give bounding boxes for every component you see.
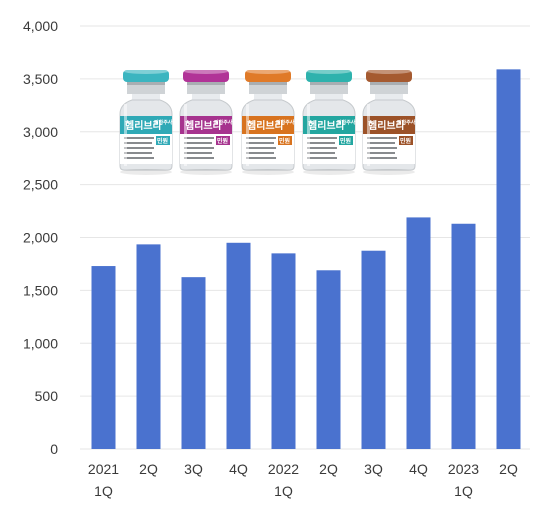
svg-text:피하주사: 피하주사 bbox=[397, 119, 416, 126]
x-tick-label: 2Q bbox=[139, 461, 158, 477]
x-tick-label: 2Q bbox=[319, 461, 338, 477]
y-tick-label: 3,500 bbox=[23, 71, 58, 87]
svg-text:헴리브라: 헴리브라 bbox=[247, 119, 285, 132]
svg-text:헴리브라: 헴리브라 bbox=[185, 119, 223, 132]
svg-text:민원: 민원 bbox=[279, 137, 290, 145]
bars bbox=[91, 69, 521, 450]
x-tick-label: 3Q bbox=[184, 461, 203, 477]
bar bbox=[181, 277, 206, 449]
svg-text:헴리브라: 헴리브라 bbox=[308, 119, 346, 132]
svg-text:피하주사: 피하주사 bbox=[214, 119, 233, 126]
svg-text:헴리브라: 헴리브라 bbox=[125, 119, 163, 132]
x-tick-label: 4Q bbox=[409, 461, 428, 477]
svg-text:피하주사: 피하주사 bbox=[337, 119, 356, 126]
svg-text:피하주사: 피하주사 bbox=[154, 119, 173, 126]
y-tick-label: 4,000 bbox=[23, 18, 58, 34]
y-tick-label: 2,500 bbox=[23, 177, 58, 193]
bar bbox=[451, 223, 476, 449]
y-tick-label: 3,000 bbox=[23, 124, 58, 140]
product-vials-image: 헴리브라피하주사민원헴리브라피하주사민원헴리브라피하주사민원헴리브라피하주사민원… bbox=[119, 68, 416, 175]
x-axis-ticks: 2021 1Q 2Q 3Q 4Q 2022 1Q 2Q 3Q 4Q 2023 1Q 2Q bbox=[88, 461, 518, 499]
bar bbox=[271, 253, 296, 449]
x-tick-label: 4Q bbox=[229, 461, 248, 477]
svg-text:민원: 민원 bbox=[400, 137, 411, 145]
y-tick-label: 2,000 bbox=[23, 230, 58, 246]
svg-text:민원: 민원 bbox=[217, 137, 228, 145]
bar bbox=[361, 250, 386, 449]
y-tick-label: 0 bbox=[50, 441, 58, 457]
x-tick-label: 2022 1Q bbox=[268, 461, 299, 499]
bar bbox=[496, 69, 521, 450]
svg-text:민원: 민원 bbox=[340, 137, 351, 145]
x-tick-label: 3Q bbox=[364, 461, 383, 477]
bar bbox=[316, 270, 341, 449]
y-axis-ticks: 0 500 1,000 1,500 2,000 2,500 3,000 3,500 4,000 bbox=[23, 18, 58, 457]
x-tick-label: 2021 1Q bbox=[88, 461, 119, 499]
svg-text:민원: 민원 bbox=[157, 137, 168, 145]
svg-text:헴리브라: 헴리브라 bbox=[368, 119, 406, 132]
svg-text:피하주사: 피하주사 bbox=[276, 119, 295, 126]
bar bbox=[91, 266, 116, 449]
bar bbox=[406, 217, 431, 449]
y-tick-label: 500 bbox=[35, 388, 59, 404]
x-tick-label: 2023 1Q bbox=[448, 461, 479, 499]
bar bbox=[136, 244, 161, 449]
x-tick-label: 2Q bbox=[499, 461, 518, 477]
y-tick-label: 1,000 bbox=[23, 335, 58, 351]
bar bbox=[226, 242, 251, 449]
y-tick-label: 1,500 bbox=[23, 282, 58, 298]
